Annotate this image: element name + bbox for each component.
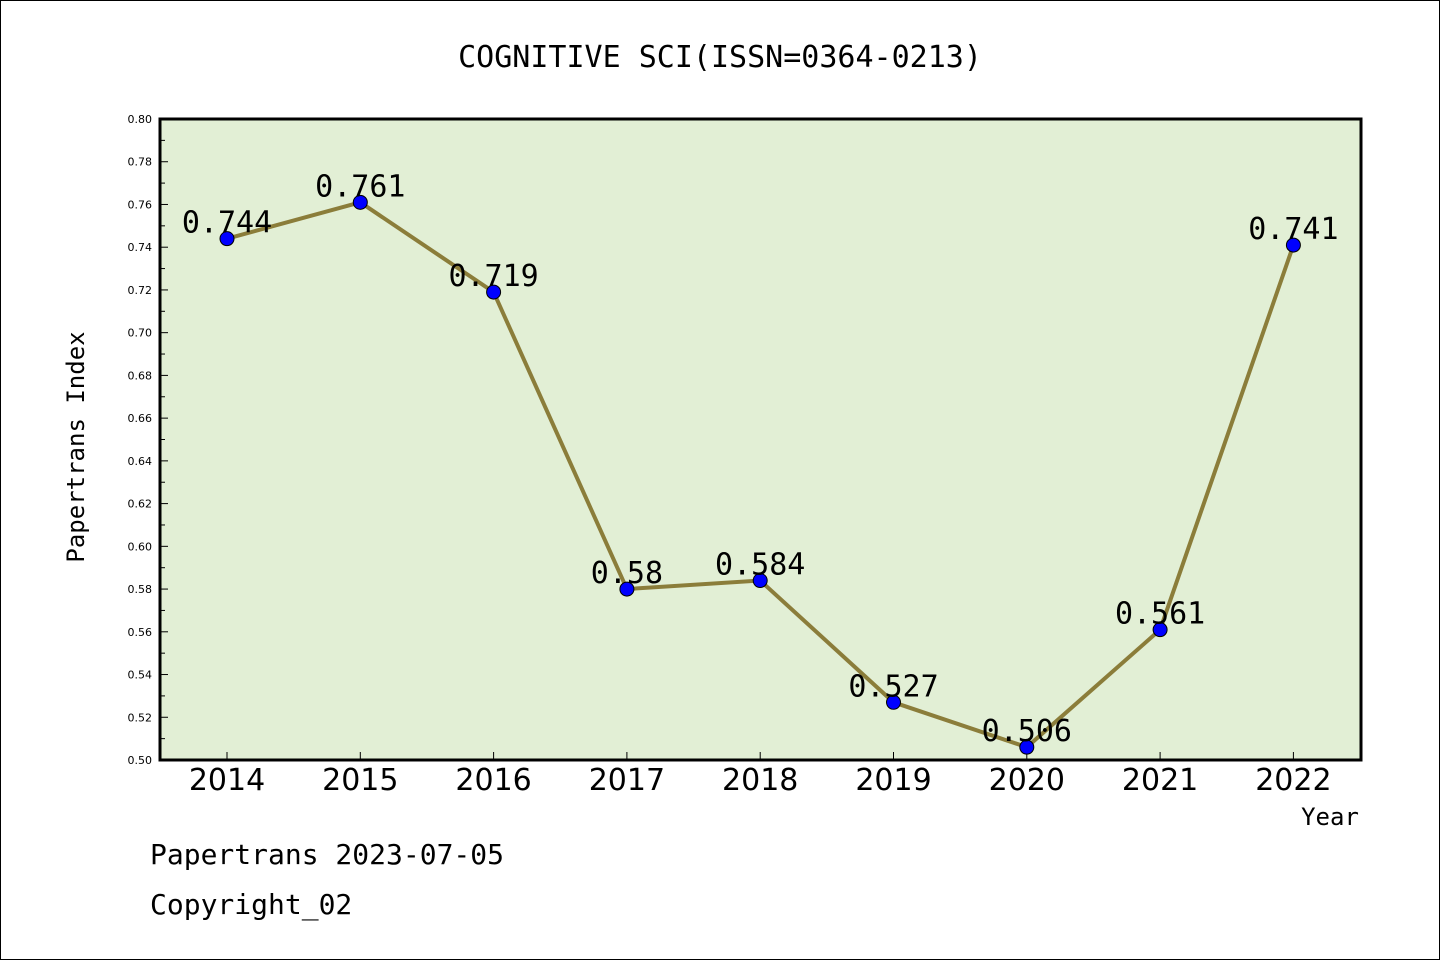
data-label: 0.527 xyxy=(848,669,938,704)
data-label: 0.506 xyxy=(982,714,1072,749)
data-point xyxy=(219,231,235,247)
x-tick-label: 2016 xyxy=(455,763,531,798)
x-tick-label: 2018 xyxy=(722,763,798,798)
data-label: 0.561 xyxy=(1115,597,1205,632)
data-labels: 0.744 0.761 0.719 0.58 0.584 0.527 0.506 0.561 0… xyxy=(182,169,1339,749)
y-tick-label: 0.78 xyxy=(128,156,153,169)
y-tick-label: 0.60 xyxy=(128,540,153,553)
x-tick-label: 2015 xyxy=(322,763,398,798)
y-tick-label: 0.80 xyxy=(128,113,153,126)
data-label: 0.719 xyxy=(448,259,538,294)
chart-title: COGNITIVE SCI(ISSN=0364-0213) xyxy=(458,40,982,75)
y-tick-label: 0.74 xyxy=(128,241,153,254)
footer-copyright: Copyright_02 xyxy=(150,888,352,922)
x-tick-label: 2019 xyxy=(855,763,931,798)
data-point xyxy=(752,573,768,589)
y-tick-label: 0.52 xyxy=(128,711,153,724)
data-point xyxy=(619,581,635,597)
y-tick-label: 0.62 xyxy=(128,498,153,511)
y-tick-label: 0.54 xyxy=(128,669,153,682)
data-markers xyxy=(219,194,1301,755)
plot-area xyxy=(158,117,1363,762)
y-axis-label: Papertrans Index xyxy=(62,331,90,562)
y-tick-label: 0.56 xyxy=(128,626,153,639)
x-axis: 2014 2015 2016 2017 2018 2019 2020 2021 2022 xyxy=(189,752,1332,798)
y-axis: 0.50 0.52 0.54 0.56 0.58 0.60 0.62 0.64 0.66 0.68… xyxy=(128,113,168,767)
x-tick-label: 2017 xyxy=(589,763,665,798)
data-label: 0.744 xyxy=(182,206,272,241)
data-point xyxy=(1285,237,1301,253)
data-label: 0.761 xyxy=(315,169,405,204)
y-tick-label: 0.50 xyxy=(128,754,153,767)
y-tick-label: 0.66 xyxy=(128,412,153,425)
x-axis-label: Year xyxy=(1301,803,1359,831)
y-tick-label: 0.68 xyxy=(128,369,153,382)
x-tick-label: 2021 xyxy=(1122,763,1198,798)
y-tick-label: 0.64 xyxy=(128,455,153,468)
data-point xyxy=(1152,622,1168,638)
data-point xyxy=(1019,739,1035,755)
x-tick-label: 2020 xyxy=(989,763,1065,798)
footer-date: Papertrans 2023-07-05 xyxy=(150,838,504,871)
y-tick-label: 0.72 xyxy=(128,284,153,297)
x-tick-label: 2014 xyxy=(189,763,265,798)
data-label: 0.584 xyxy=(715,548,805,583)
data-point xyxy=(352,194,368,210)
data-point xyxy=(486,284,502,300)
y-tick-label: 0.58 xyxy=(128,583,153,596)
x-tick-label: 2022 xyxy=(1255,763,1331,798)
data-label: 0.741 xyxy=(1248,212,1338,247)
y-tick-label: 0.76 xyxy=(128,198,153,211)
data-point xyxy=(886,694,901,710)
data-label: 0.58 xyxy=(591,556,663,591)
y-tick-label: 0.70 xyxy=(128,327,153,340)
